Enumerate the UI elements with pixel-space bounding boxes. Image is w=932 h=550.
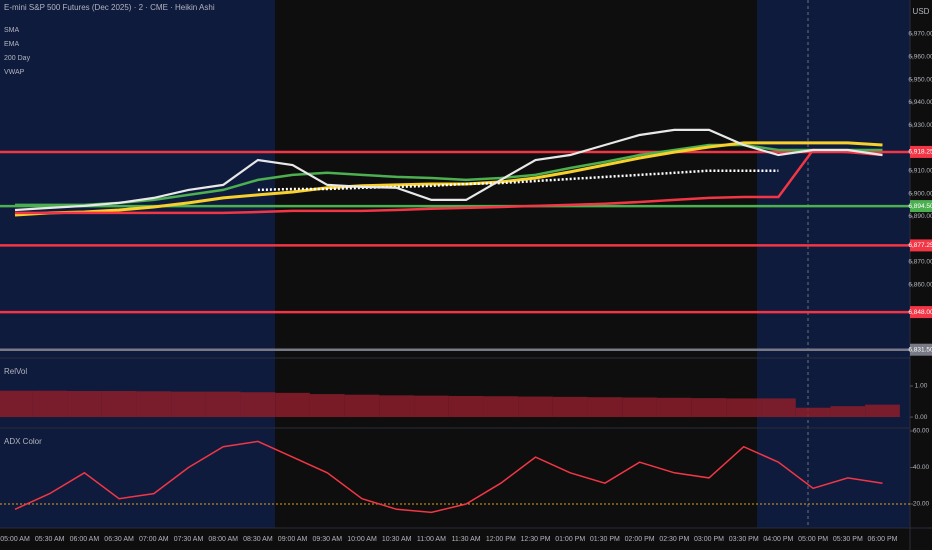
- legend-entry: EMA: [4, 41, 20, 48]
- x-tick-label: 12:30 PM: [521, 536, 551, 543]
- relvol-bar: [240, 392, 276, 418]
- legend-entry: VWAP: [4, 69, 25, 76]
- relvol-bar: [830, 406, 866, 418]
- x-tick-label: 07:00 AM: [139, 536, 169, 543]
- x-tick-label: 05:30 PM: [833, 536, 863, 543]
- x-tick-label: 05:30 AM: [35, 536, 65, 543]
- x-tick-label: 05:00 PM: [798, 536, 828, 543]
- relvol-bar: [587, 397, 623, 418]
- x-tick-label: 08:00 AM: [208, 536, 238, 543]
- relvol-bar: [448, 395, 484, 418]
- session-pre: [0, 0, 275, 528]
- x-tick-label: 12:00 PM: [486, 536, 516, 543]
- relvol-bar: [67, 390, 102, 418]
- price-tag: [910, 239, 932, 252]
- x-tick-label: 09:30 AM: [313, 536, 343, 543]
- price-tag: [910, 343, 932, 356]
- relvol-bar: [344, 394, 380, 418]
- x-tick-label: 10:00 AM: [347, 536, 377, 543]
- x-tick-label: 01:00 PM: [555, 536, 585, 543]
- currency: USD: [913, 7, 930, 16]
- adx-line: [14, 440, 883, 514]
- relvol-bar: [552, 396, 588, 418]
- y-tick-label: 6,940.00: [908, 99, 932, 106]
- relvol-bar: [622, 397, 657, 418]
- relvol-bar: [101, 390, 137, 418]
- pane-title: RelVol: [4, 367, 27, 376]
- price-tag-label: 6,848.00: [908, 309, 932, 316]
- y-tick-label: 1.00: [915, 383, 928, 390]
- chart-title: E-mini S&P 500 Futures (Dec 2025) · 2 · …: [4, 3, 215, 12]
- price-tag-label: 6,831.50: [908, 346, 932, 353]
- x-tick-label: 06:00 AM: [70, 536, 100, 543]
- x-tick-label: 05:00 AM: [0, 536, 30, 543]
- relvol-bar: [309, 394, 345, 418]
- relvol-bar: [205, 391, 241, 418]
- legend-entry: 200 Day: [4, 55, 31, 62]
- relvol-bar: [726, 398, 762, 418]
- relvol-bar: [865, 404, 900, 418]
- y-tick-label: 6,910.00: [908, 167, 932, 174]
- legend-entry: SMA: [4, 27, 20, 34]
- price-tag-label: 6,918.25: [908, 149, 932, 156]
- y-tick-label: 6,970.00: [908, 31, 932, 38]
- x-tick-label: 06:30 AM: [104, 536, 134, 543]
- indicator-line: [257, 169, 779, 192]
- x-tick-label: 07:30 AM: [174, 536, 204, 543]
- x-tick-label: 08:30 AM: [243, 536, 273, 543]
- session-post: [757, 0, 910, 528]
- y-tick-label: 6,950.00: [908, 76, 932, 83]
- relvol-bar: [761, 398, 796, 418]
- relvol-bar: [379, 395, 415, 418]
- price-tag-label: 6,877.25: [908, 242, 932, 249]
- relvol-bar: [136, 391, 172, 418]
- x-tick-label: 03:00 PM: [694, 536, 724, 543]
- relvol-bar: [795, 407, 831, 418]
- price-line: [14, 128, 883, 212]
- relvol-bar: [656, 397, 692, 418]
- x-tick-label: 09:00 AM: [278, 536, 308, 543]
- y-tick-label: 6,890.00: [908, 213, 932, 220]
- y-tick-label: 40.00: [913, 464, 930, 471]
- x-tick-label: 11:00 AM: [417, 536, 446, 543]
- relvol-bar: [0, 390, 33, 418]
- price-tag: [910, 145, 932, 158]
- y-tick-label: 6,860.00: [908, 281, 932, 288]
- price-tag: [910, 306, 932, 319]
- x-tick-label: 10:30 AM: [382, 536, 412, 543]
- relvol-bar: [483, 396, 519, 418]
- y-tick-label: 6,900.00: [908, 190, 932, 197]
- x-tick-label: 01:30 PM: [590, 536, 620, 543]
- x-tick-label: 02:00 PM: [625, 536, 655, 543]
- y-tick-label: 60.00: [913, 428, 930, 435]
- price-tag-label: 6,894.50: [908, 203, 932, 210]
- relvol-bar: [691, 398, 727, 418]
- x-tick-label: 02:30 PM: [659, 536, 689, 543]
- x-tick-label: 04:00 PM: [763, 536, 793, 543]
- y-tick-label: 6,960.00: [908, 53, 932, 60]
- relvol-bar: [518, 396, 553, 418]
- y-tick-label: 20.00: [913, 501, 930, 508]
- relvol-bar: [171, 391, 206, 418]
- relvol-bar: [414, 395, 449, 418]
- y-tick-label: 6,870.00: [908, 259, 932, 266]
- x-tick-label: 03:30 PM: [729, 536, 759, 543]
- relvol-bar: [32, 390, 68, 418]
- y-tick-label: 6,930.00: [908, 122, 932, 129]
- indicator-line: [15, 148, 883, 215]
- x-tick-label: 06:00 PM: [868, 536, 898, 543]
- price-tag: [910, 200, 932, 213]
- x-tick-label: 11:30 AM: [452, 536, 481, 543]
- relvol-bar: [275, 392, 310, 418]
- pane-title: ADX Color: [4, 437, 42, 446]
- y-tick-label: 0.00: [915, 414, 928, 421]
